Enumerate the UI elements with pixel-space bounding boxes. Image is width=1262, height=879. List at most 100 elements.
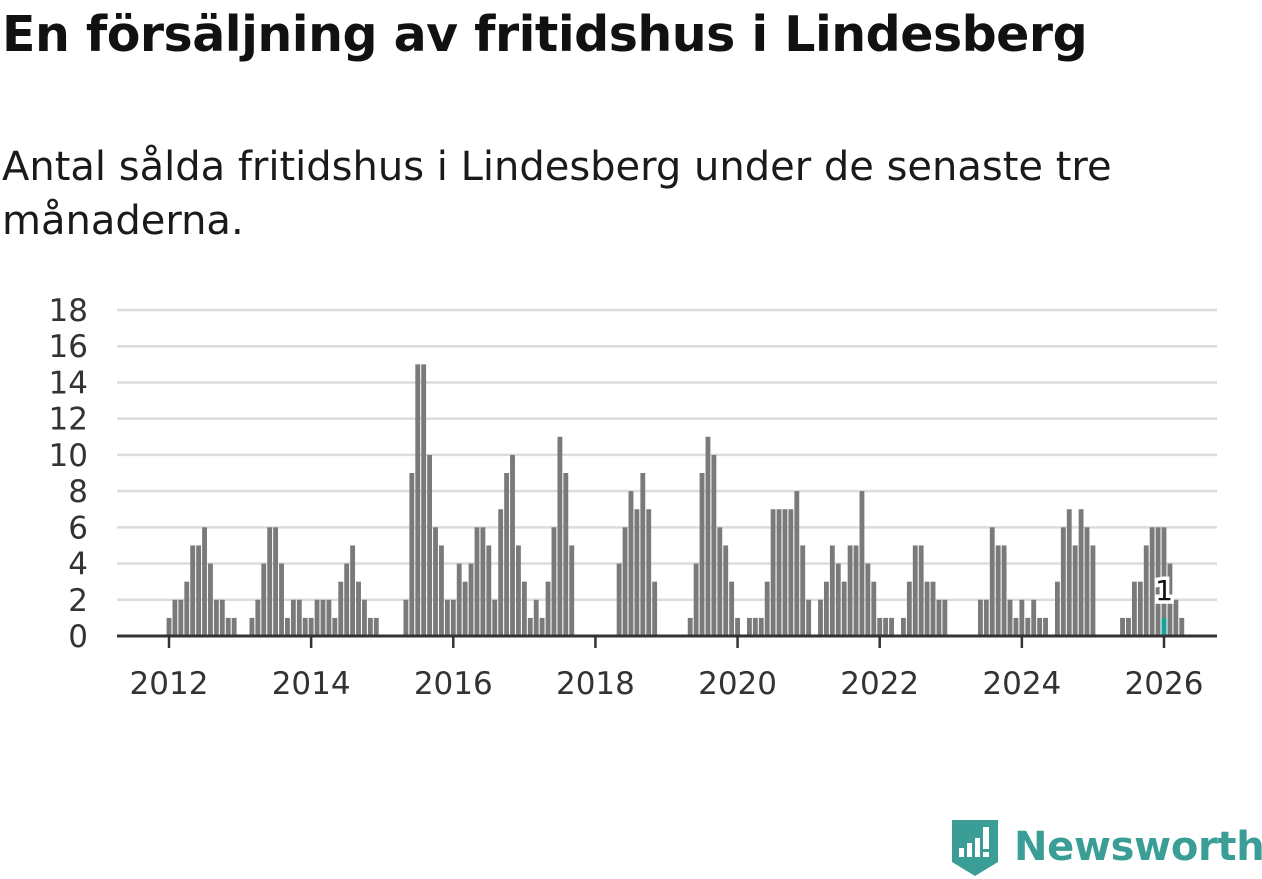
bar: [498, 509, 504, 636]
bar: [326, 599, 332, 636]
y-tick-label: 10: [49, 438, 88, 474]
bar: [705, 436, 711, 636]
bar: [1001, 545, 1007, 636]
bar: [646, 509, 652, 636]
bar: [770, 509, 776, 636]
bar: [1066, 509, 1072, 636]
bar: [504, 473, 510, 636]
bar: [1025, 617, 1031, 636]
grid-lines: [117, 308, 1217, 602]
bar: [764, 581, 770, 636]
bar: [652, 581, 658, 636]
bars: [166, 364, 1185, 636]
chart-title: En försäljning av fritidshus i Lindesber…: [2, 6, 1088, 63]
highlight-label-halo: 1: [1155, 574, 1173, 607]
bar: [1161, 527, 1167, 636]
bar: [350, 545, 356, 636]
bar: [841, 581, 847, 636]
bar: [1167, 563, 1173, 636]
bar: [1131, 581, 1137, 636]
bar: [628, 491, 634, 636]
bar: [427, 454, 433, 636]
x-tick-label: 2016: [414, 666, 493, 702]
brand-name: Newsworthy: [1014, 824, 1262, 870]
bar: [1013, 617, 1019, 636]
bar: [166, 617, 172, 636]
bar: [273, 527, 279, 636]
bar: [462, 581, 468, 636]
bar: [729, 581, 735, 636]
bar: [711, 454, 717, 636]
bar: [439, 545, 444, 636]
bar: [640, 473, 646, 636]
bar: [918, 545, 924, 636]
bar: [1043, 617, 1048, 636]
highlight-label: 1: [1155, 574, 1173, 607]
chart-subtitle: Antal sålda fritidshus i Lindesberg unde…: [2, 144, 1112, 244]
bar: [320, 599, 326, 636]
bar: [859, 491, 865, 636]
y-tick-label: 6: [68, 510, 88, 546]
bar: [1072, 545, 1078, 636]
bar: [338, 581, 344, 636]
bar: [486, 545, 492, 636]
x-tick-label: 2026: [1125, 666, 1204, 702]
bar: [942, 599, 948, 636]
bar: [190, 545, 196, 636]
bar: [995, 545, 1001, 636]
bar: [835, 563, 841, 636]
bar: [853, 545, 859, 636]
bar: [752, 617, 758, 636]
data-labels: 11: [1152, 570, 1177, 610]
bar: [847, 545, 853, 636]
bar: [296, 599, 302, 636]
bar: [989, 527, 995, 636]
bar: [308, 617, 314, 636]
bar: [1173, 599, 1179, 636]
bar: [687, 617, 693, 636]
bar: [344, 563, 350, 636]
bar: [788, 509, 794, 636]
bar: [409, 473, 415, 636]
bar: [622, 527, 628, 636]
bar: [533, 599, 539, 636]
bar: [776, 509, 782, 636]
bar: [527, 617, 533, 636]
bar: [208, 563, 213, 636]
y-tick-label: 8: [68, 474, 88, 510]
y-tick-label: 4: [68, 547, 88, 583]
bar: [1120, 617, 1125, 636]
bar: [1126, 617, 1131, 636]
bar: [285, 617, 290, 636]
bar: [196, 545, 202, 636]
bar: [516, 545, 521, 636]
bar: [356, 581, 361, 636]
bar: [474, 527, 480, 636]
bar: [800, 545, 806, 636]
bar: [539, 617, 545, 636]
bar: [693, 563, 699, 636]
bar: [936, 599, 942, 636]
bar: [1007, 599, 1013, 636]
bar: [977, 599, 983, 636]
bar: [563, 473, 569, 636]
bar: [510, 454, 515, 636]
bar: [634, 509, 640, 636]
y-tick-label: 2: [68, 583, 88, 619]
x-tick-label: 2022: [840, 666, 919, 702]
bar: [545, 581, 551, 636]
bar: [889, 617, 894, 636]
bar: [172, 599, 178, 636]
bar: [213, 599, 219, 636]
bar: [290, 599, 296, 636]
bar: [782, 509, 788, 636]
x-tick-label: 2014: [272, 666, 351, 702]
bar: [1179, 617, 1185, 636]
y-tick-label: 14: [49, 365, 88, 401]
y-tick-label: 0: [68, 619, 88, 655]
brand-logo[interactable]: Newsworthy: [950, 818, 1262, 876]
bar: [906, 581, 912, 636]
bar: [403, 599, 409, 636]
